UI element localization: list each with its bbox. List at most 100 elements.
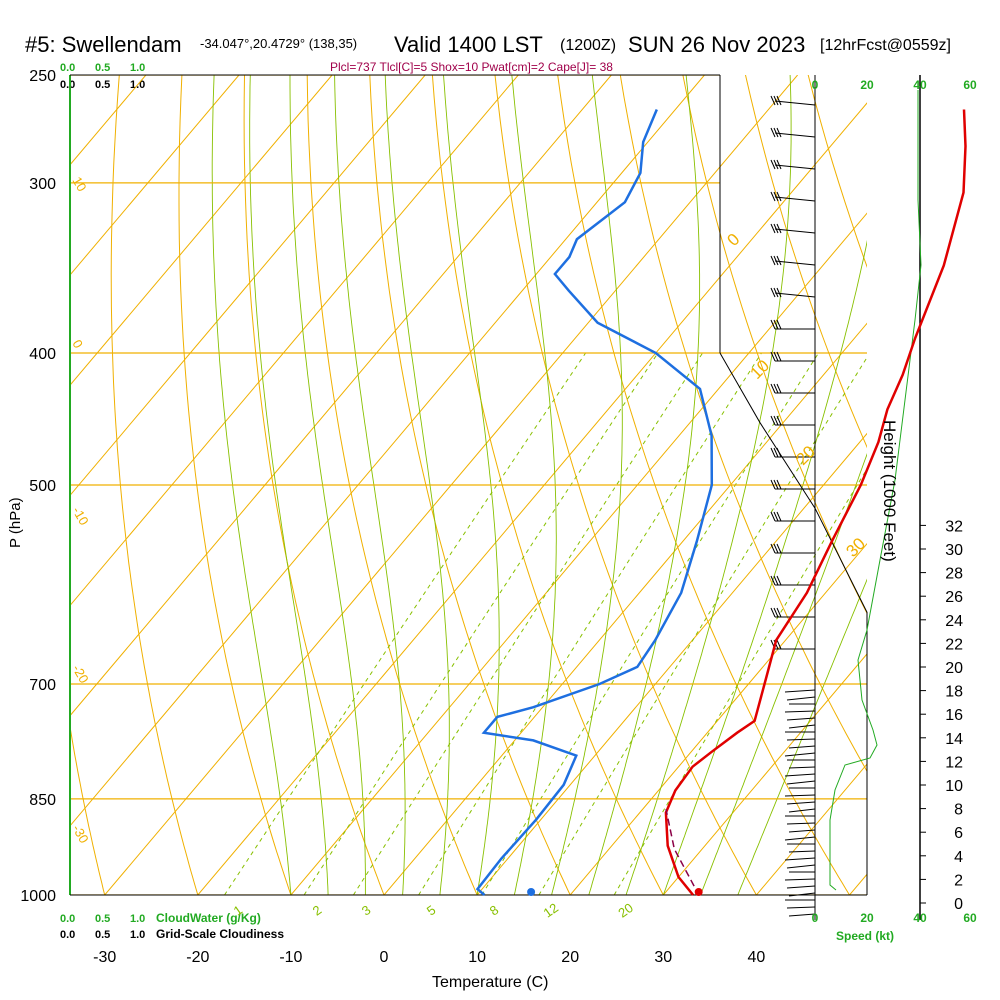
wind-barb-flag (770, 95, 776, 106)
height-tick-label: 20 (945, 660, 963, 677)
height-tick-label: 18 (945, 684, 963, 701)
dewpoint-profile-line (475, 109, 714, 896)
wind-barb-flag (776, 287, 782, 298)
mixing-ratio-line (538, 356, 867, 895)
moist-adiabat-line (625, 75, 792, 895)
station-coords: -34.047°,20.4729° (138,35) (200, 36, 357, 51)
cloud-scale-bottom-black-1: 0.5 (95, 929, 110, 941)
wind-barb-flag (773, 447, 779, 458)
isotherm-label: 0 (69, 337, 86, 351)
cloud-water-label: CloudWater (g/Kg) (156, 911, 261, 925)
moist-adiabat-line (289, 75, 366, 895)
x-tick-label: 30 (654, 949, 672, 966)
wind-barb (784, 794, 816, 797)
speed-frame-line (719, 352, 868, 895)
x-tick-label: 0 (380, 949, 389, 966)
valid-date: SUN 26 Nov 2023 (628, 32, 805, 57)
height-tick-label: 28 (945, 566, 963, 583)
y-axis-title: P (hPa) (7, 497, 24, 548)
wind-barb (786, 696, 816, 701)
sounding-params: Plcl=737 Tlcl[C]=5 Shox=10 Pwat[cm]=2 Ca… (330, 60, 613, 74)
dry-adiabat-line (178, 75, 292, 895)
wind-barb-flag (773, 191, 779, 202)
wind-barb (786, 885, 816, 889)
speed-tick-label-top: 20 (860, 78, 874, 92)
wind-barb-flag (770, 607, 776, 618)
wind-barb-flag (770, 255, 776, 266)
wind-barb-flag (776, 415, 782, 426)
wind-barb-flag (776, 319, 782, 330)
height-tick-label: 12 (945, 754, 963, 771)
isotherm-label: -20 (69, 662, 91, 686)
height-tick-label: 4 (954, 849, 963, 866)
speed-tick-label-top: 60 (963, 78, 977, 92)
wind-barb (786, 801, 816, 805)
cloud-scale-bottom-black-2: 1.0 (130, 929, 145, 941)
wind-barb-flag (770, 191, 776, 202)
dry-adiabat-line (682, 75, 867, 615)
wind-barb (784, 773, 816, 777)
parcel-profile-line (665, 809, 695, 887)
wind-barb-flag (773, 223, 779, 234)
isotherm-label: -10 (69, 504, 91, 528)
wind-barb-flag (773, 159, 779, 170)
moist-adiabat-line (588, 75, 701, 895)
mixing-ratio-label: 8 (487, 902, 502, 918)
pressure-tick-label: 300 (29, 176, 56, 193)
wind-barb-flag (770, 319, 776, 330)
dry-adiabat-line (619, 75, 867, 773)
moist-adiabat-line (511, 75, 557, 895)
x-tick-label: 20 (561, 949, 579, 966)
wind-barb-flag (773, 255, 779, 266)
valid-time: Valid 1400 LST (394, 32, 543, 57)
speed-axis-label: Speed (kt) (836, 929, 894, 943)
mixing-ratio-line (224, 352, 587, 895)
wind-barb-flag (773, 383, 779, 394)
cloud-scale-top-black-1: 0.5 (95, 79, 110, 91)
height-tick-label: 14 (945, 731, 963, 748)
wind-barb-flag (776, 255, 782, 266)
wind-barb-flag (773, 607, 779, 618)
wind-barb-flag (776, 127, 782, 138)
forecast-info: [12hrFcst@0559z] (820, 37, 951, 54)
surface-dewpoint-point (527, 888, 536, 896)
dry-adiabat-line (557, 75, 851, 895)
isotherm-line (943, 75, 1000, 895)
wind-barb (786, 864, 816, 869)
wind-barb (788, 766, 816, 769)
moist-adiabat-line (443, 75, 500, 895)
surface-temperature-point (694, 888, 703, 896)
wind-barb-flag (776, 447, 782, 458)
speed-tick-label-top: 0 (812, 78, 819, 92)
wind-barb (784, 752, 816, 757)
height-tick-label: 30 (945, 542, 963, 559)
height-tick-label: 2 (954, 872, 963, 889)
wind-barb-flag (776, 479, 782, 490)
wind-barb (788, 850, 816, 853)
mixing-ratio-line (613, 467, 867, 895)
wind-barb-flag (776, 607, 782, 618)
sounding-profiles (475, 109, 967, 896)
wind-barb-flag (776, 575, 782, 586)
pressure-tick-label: 400 (29, 346, 56, 363)
pressure-tick-label: 1000 (20, 888, 56, 905)
mixing-ratio-label: 5 (424, 902, 439, 918)
wind-barb-flag (770, 223, 776, 234)
dry-adiabat-label: 30 (842, 534, 869, 561)
station-title: #5: Swellendam (25, 32, 182, 57)
wind-barb (774, 228, 816, 234)
wind-barb-flag (776, 383, 782, 394)
wind-barbs (770, 95, 816, 917)
temperature-profile-line (664, 109, 967, 896)
dry-adiabat-line (306, 75, 478, 895)
dry-adiabat-label: 10 (746, 356, 773, 383)
dry-adiabat-line (807, 75, 867, 269)
speed-tick-label: 60 (963, 911, 977, 925)
wind-barb-flag (770, 287, 776, 298)
wind-barb-flag (776, 159, 782, 170)
wind-barb-flag (773, 479, 779, 490)
dry-adiabat-line (243, 75, 385, 895)
wind-barb-flag (770, 383, 776, 394)
mixing-ratio-label: 20 (615, 900, 635, 921)
